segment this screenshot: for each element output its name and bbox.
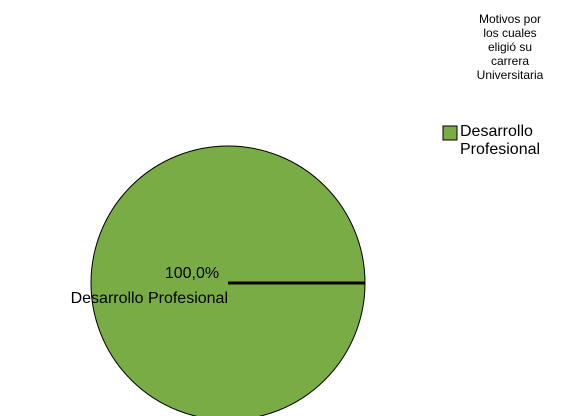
legend-entry-desarrollo-profesional: Desarrollo Profesional [442,123,540,158]
legend-title-line-1: Motivos por [479,12,541,26]
legend-label-line-2: Profesional [460,141,540,158]
legend-label-line-1: Desarrollo [460,123,533,140]
legend-title-line-5: Universitaria [477,68,544,82]
legend-title-line-2: los cuales [483,26,536,40]
legend-title: Motivos por los cuales eligió su carrera… [477,12,544,82]
legend-title-line-3: eligió su [488,40,532,54]
slice-category-label: Desarrollo Profesional [71,290,228,307]
slice-percent-label: 100,0% [165,265,219,282]
legend-swatch [442,125,458,141]
pie-slice-desarrollo-profesional [90,145,366,416]
legend-title-line-4: carrera [491,54,529,68]
